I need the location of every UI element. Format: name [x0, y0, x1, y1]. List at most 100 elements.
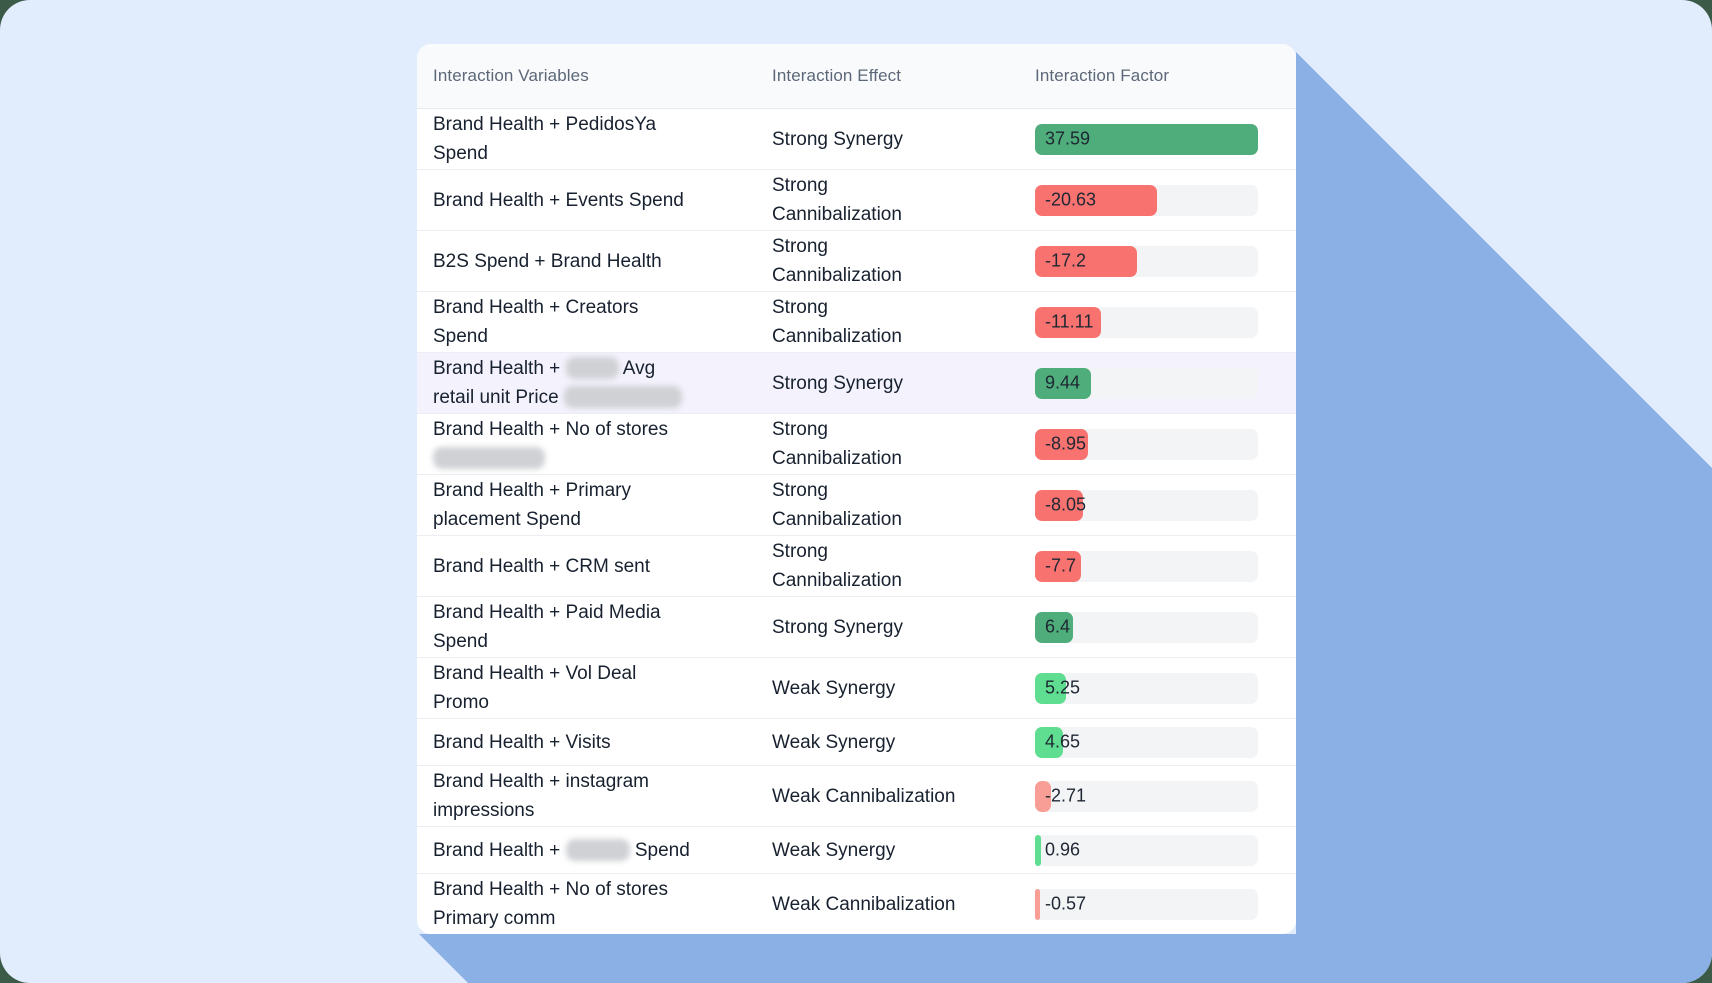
factor-cell: 6.4	[1035, 611, 1258, 643]
effect-text: Strong Cannibalization	[772, 236, 902, 286]
effect-cell: Strong Cannibalization	[772, 232, 1035, 290]
variables-cell: Brand Health + Events Spend	[433, 186, 772, 215]
factor-bar-track: 5.25	[1035, 672, 1258, 704]
variables-text: Brand Health + No of stores	[433, 415, 697, 473]
factor-cell: 5.25	[1035, 672, 1258, 704]
table-row[interactable]: Brand Health + Paid Media Spend Strong S…	[417, 596, 1296, 657]
factor-bar	[1035, 184, 1158, 216]
variables-cell: B2S Spend + Brand Health	[433, 247, 772, 276]
effect-text: Weak Cannibalization	[772, 785, 956, 807]
factor-value: 37.59	[1045, 128, 1091, 149]
effect-cell: Strong Cannibalization	[772, 476, 1035, 534]
factor-value: -7.7	[1045, 555, 1077, 576]
variables-text: Brand Health + Spend	[433, 838, 690, 861]
effect-text: Weak Synergy	[772, 731, 896, 753]
variables-cell: Brand Health + PedidosYa Spend	[433, 110, 772, 168]
variables-text: Brand Health + Creators Spend	[433, 297, 639, 347]
factor-cell: 0.96	[1035, 834, 1258, 866]
table-row[interactable]: Brand Health + Visits Weak Synergy 4.65	[417, 718, 1296, 765]
variables-text: Brand Health + Events Spend	[433, 189, 684, 211]
effect-text: Strong Cannibalization	[772, 419, 902, 469]
factor-cell: -20.63	[1035, 184, 1258, 216]
factor-cell: -11.11	[1035, 306, 1258, 338]
table-row[interactable]: Brand Health + Spend Weak Synergy 0.96	[417, 826, 1296, 873]
variables-cell: Brand Health + Avg retail unit Price	[433, 354, 772, 412]
effect-text: Strong Synergy	[772, 128, 903, 150]
variables-cell: Brand Health + Vol Deal Promo	[433, 659, 772, 717]
table-header-row: Interaction Variables Interaction Effect…	[417, 44, 1296, 109]
factor-bar-track: -11.11	[1035, 306, 1258, 338]
variables-cell: Brand Health + Visits	[433, 728, 772, 757]
factor-value: -2.71	[1045, 785, 1087, 806]
factor-cell: -0.57	[1035, 888, 1258, 920]
table-row[interactable]: B2S Spend + Brand Health Strong Cannibal…	[417, 230, 1296, 291]
factor-bar	[1035, 245, 1138, 277]
factor-value: -0.57	[1045, 893, 1087, 914]
factor-value: -8.95	[1045, 433, 1087, 454]
variables-cell: Brand Health + No of stores	[433, 415, 772, 473]
factor-bar-track: 0.96	[1035, 834, 1258, 866]
factor-value: 4.65	[1045, 731, 1081, 752]
effect-cell: Strong Synergy	[772, 369, 1035, 398]
factor-bar	[1035, 489, 1083, 521]
effect-text: Strong Cannibalization	[772, 541, 902, 591]
table-row[interactable]: Brand Health + Avg retail unit Price Str…	[417, 352, 1296, 413]
factor-bar	[1035, 780, 1052, 812]
table-row[interactable]: Brand Health + instagram impressions Wea…	[417, 765, 1296, 826]
factor-bar-track: -8.05	[1035, 489, 1258, 521]
factor-bar	[1035, 550, 1081, 582]
factor-cell: 4.65	[1035, 726, 1258, 758]
variables-text: Brand Health + CRM sent	[433, 555, 651, 577]
column-header-interaction-factor: Interaction Factor	[1035, 66, 1170, 85]
interaction-table-card: Interaction Variables Interaction Effect…	[417, 44, 1296, 934]
variables-text: Brand Health + PedidosYa Spend	[433, 114, 657, 164]
variables-cell: Brand Health + Creators Spend	[433, 293, 772, 351]
effect-cell: Strong Synergy	[772, 125, 1035, 154]
redacted-text	[565, 838, 630, 861]
factor-bar-track: -2.71	[1035, 780, 1258, 812]
variables-cell: Brand Health + instagram impressions	[433, 767, 772, 825]
variables-text: Brand Health + instagram impressions	[433, 771, 649, 821]
variables-cell: Brand Health + No of stores Primary comm	[433, 875, 772, 933]
factor-bar	[1035, 672, 1067, 704]
redacted-text	[563, 386, 682, 408]
factor-cell: -17.2	[1035, 245, 1258, 277]
redacted-text	[433, 447, 545, 469]
table-row[interactable]: Brand Health + PedidosYa Spend Strong Sy…	[417, 109, 1296, 169]
table-row[interactable]: Brand Health + No of stores Primary comm…	[417, 873, 1296, 934]
table-row[interactable]: Brand Health + Vol Deal Promo Weak Syner…	[417, 657, 1296, 718]
table-row[interactable]: Brand Health + Events Spend Strong Canni…	[417, 169, 1296, 230]
effect-cell: Strong Cannibalization	[772, 537, 1035, 595]
factor-value: -17.2	[1045, 250, 1087, 271]
factor-value: -8.05	[1045, 494, 1087, 515]
factor-value: 6.4	[1045, 616, 1071, 637]
variables-cell: Brand Health + Spend	[433, 836, 772, 865]
effect-text: Strong Cannibalization	[772, 480, 902, 530]
factor-value: -20.63	[1045, 189, 1097, 210]
factor-value: -11.11	[1045, 311, 1094, 332]
table-row[interactable]: Brand Health + No of stores Strong Canni…	[417, 413, 1296, 474]
effect-text: Weak Cannibalization	[772, 893, 956, 915]
variables-cell: Brand Health + Paid Media Spend	[433, 598, 772, 656]
factor-cell: 37.59	[1035, 123, 1258, 155]
effect-cell: Strong Synergy	[772, 613, 1035, 642]
effect-text: Strong Synergy	[772, 616, 903, 638]
table-row[interactable]: Brand Health + Primary placement Spend S…	[417, 474, 1296, 535]
variables-text: Brand Health + Paid Media Spend	[433, 602, 661, 652]
factor-bar-track: -7.7	[1035, 550, 1258, 582]
effect-cell: Weak Synergy	[772, 728, 1035, 757]
table-row[interactable]: Brand Health + Creators Spend Strong Can…	[417, 291, 1296, 352]
factor-value: 9.44	[1045, 372, 1081, 393]
variables-cell: Brand Health + Primary placement Spend	[433, 476, 772, 534]
factor-bar	[1035, 306, 1101, 338]
effect-cell: Weak Synergy	[772, 674, 1035, 703]
effect-text: Strong Synergy	[772, 372, 903, 394]
effect-cell: Strong Cannibalization	[772, 415, 1035, 473]
effect-cell: Weak Synergy	[772, 836, 1035, 865]
factor-bar-track: 6.4	[1035, 611, 1258, 643]
variables-text: Brand Health + Visits	[433, 731, 611, 753]
factor-bar	[1035, 428, 1089, 460]
table-row[interactable]: Brand Health + CRM sent Strong Cannibali…	[417, 535, 1296, 596]
